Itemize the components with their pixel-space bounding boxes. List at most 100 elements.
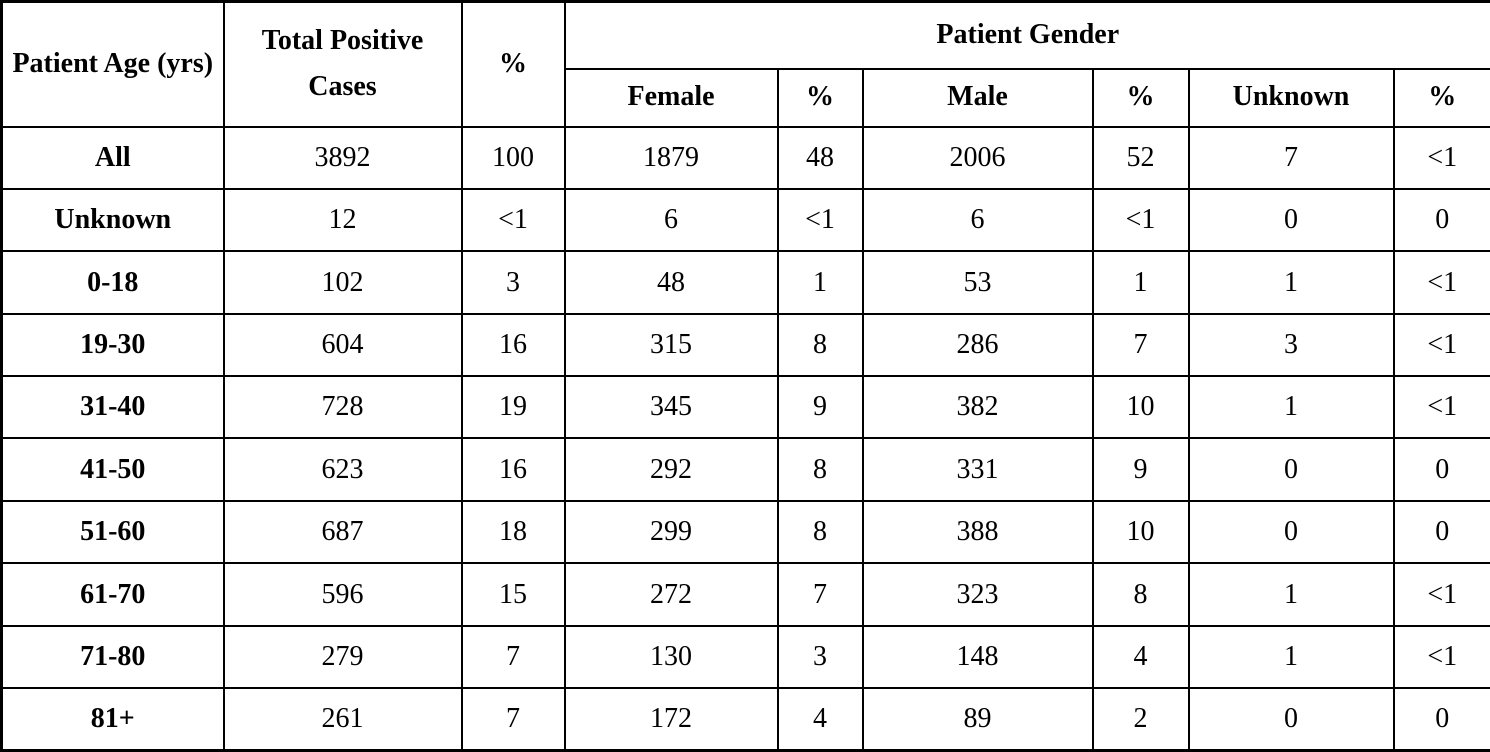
cell-unknown-pct: <1 — [1392, 375, 1490, 440]
cell-total: 728 — [222, 375, 463, 440]
cell-age: Unknown — [0, 187, 225, 253]
table-row-all: All 3892 100 1879 48 2006 52 7 <1 — [0, 125, 1490, 190]
cell-unknown-pct: <1 — [1392, 250, 1490, 315]
cell-male-pct: <1 — [1091, 187, 1190, 253]
cell-male: 53 — [861, 250, 1094, 315]
header-group-row: Patient Age (yrs) Total Positive Cases %… — [0, 0, 1490, 128]
cell-male: 382 — [861, 375, 1094, 440]
cell-total: 261 — [222, 687, 463, 752]
table-body: All 3892 100 1879 48 2006 52 7 <1 Unknow… — [0, 125, 1490, 752]
cell-total-pct: 18 — [460, 499, 566, 565]
cell-unknown-pct: <1 — [1392, 312, 1490, 378]
cell-female-pct: 8 — [776, 312, 864, 378]
table-row-unknown: Unknown 12 <1 6 <1 6 <1 0 0 — [0, 187, 1490, 253]
cell-unknown: 7 — [1187, 125, 1395, 190]
cell-total-pct: 7 — [460, 624, 566, 690]
cell-age: 71-80 — [0, 624, 225, 690]
cell-male-pct: 8 — [1091, 562, 1190, 627]
cell-female-pct: 7 — [776, 562, 864, 627]
cell-unknown: 0 — [1187, 187, 1395, 253]
cell-unknown-pct: <1 — [1392, 624, 1490, 690]
cell-female: 345 — [563, 375, 779, 440]
cell-unknown: 1 — [1187, 375, 1395, 440]
table-row-19-30: 19-30 604 16 315 8 286 7 3 <1 — [0, 312, 1490, 378]
cell-total-pct: 100 — [460, 125, 566, 190]
cell-female: 6 — [563, 187, 779, 253]
cell-unknown: 0 — [1187, 437, 1395, 502]
cell-age: 0-18 — [0, 250, 225, 315]
cell-age: 31-40 — [0, 375, 225, 440]
cell-female-pct: 48 — [776, 125, 864, 190]
cell-male-pct: 10 — [1091, 499, 1190, 565]
cell-male-pct: 7 — [1091, 312, 1190, 378]
cell-male: 286 — [861, 312, 1094, 378]
cell-unknown-pct: 0 — [1392, 687, 1490, 752]
cell-male-pct: 52 — [1091, 125, 1190, 190]
cell-unknown-pct: 0 — [1392, 499, 1490, 565]
table-header: Patient Age (yrs) Total Positive Cases %… — [0, 0, 1490, 128]
cell-total: 623 — [222, 437, 463, 502]
cell-female-pct: <1 — [776, 187, 864, 253]
header-female: Female — [563, 67, 779, 128]
cell-age: 41-50 — [0, 437, 225, 502]
cell-unknown: 3 — [1187, 312, 1395, 378]
header-male-percent: % — [1091, 67, 1190, 128]
cell-female-pct: 1 — [776, 250, 864, 315]
cell-age: 51-60 — [0, 499, 225, 565]
header-male: Male — [861, 67, 1094, 128]
cell-male: 331 — [861, 437, 1094, 502]
cell-female-pct: 8 — [776, 499, 864, 565]
header-unknown: Unknown — [1187, 67, 1395, 128]
cell-age: 19-30 — [0, 312, 225, 378]
cell-total-pct: 19 — [460, 375, 566, 440]
cell-unknown-pct: 0 — [1392, 187, 1490, 253]
cell-total: 3892 — [222, 125, 463, 190]
cell-male: 89 — [861, 687, 1094, 752]
cell-male-pct: 2 — [1091, 687, 1190, 752]
cell-male: 6 — [861, 187, 1094, 253]
cell-female: 172 — [563, 687, 779, 752]
cell-unknown: 0 — [1187, 687, 1395, 752]
cell-unknown: 1 — [1187, 562, 1395, 627]
cell-female-pct: 8 — [776, 437, 864, 502]
cell-unknown-pct: 0 — [1392, 437, 1490, 502]
table-row-61-70: 61-70 596 15 272 7 323 8 1 <1 — [0, 562, 1490, 627]
header-unknown-percent: % — [1392, 67, 1490, 128]
cell-total: 596 — [222, 562, 463, 627]
cell-total-pct: 15 — [460, 562, 566, 627]
table-row-51-60: 51-60 687 18 299 8 388 10 0 0 — [0, 499, 1490, 565]
table-row-41-50: 41-50 623 16 292 8 331 9 0 0 — [0, 437, 1490, 502]
cell-male: 2006 — [861, 125, 1094, 190]
table-row-31-40: 31-40 728 19 345 9 382 10 1 <1 — [0, 375, 1490, 440]
header-female-percent: % — [776, 67, 864, 128]
cell-total-pct: 16 — [460, 437, 566, 502]
cell-unknown: 1 — [1187, 624, 1395, 690]
cell-male-pct: 9 — [1091, 437, 1190, 502]
cell-total: 12 — [222, 187, 463, 253]
cell-male: 148 — [861, 624, 1094, 690]
cell-age: 61-70 — [0, 562, 225, 627]
cell-female: 130 — [563, 624, 779, 690]
cell-total-pct: 3 — [460, 250, 566, 315]
cell-female-pct: 4 — [776, 687, 864, 752]
table-row-71-80: 71-80 279 7 130 3 148 4 1 <1 — [0, 624, 1490, 690]
cell-total-pct: 7 — [460, 687, 566, 752]
cell-total: 279 — [222, 624, 463, 690]
cell-female: 299 — [563, 499, 779, 565]
cell-unknown: 0 — [1187, 499, 1395, 565]
cell-unknown: 1 — [1187, 250, 1395, 315]
cell-age: All — [0, 125, 225, 190]
header-patient-age: Patient Age (yrs) — [0, 0, 225, 128]
cell-total: 102 — [222, 250, 463, 315]
cell-age: 81+ — [0, 687, 225, 752]
cell-female-pct: 3 — [776, 624, 864, 690]
cell-total-pct: <1 — [460, 187, 566, 253]
cell-male-pct: 4 — [1091, 624, 1190, 690]
cell-male-pct: 10 — [1091, 375, 1190, 440]
cell-female: 48 — [563, 250, 779, 315]
cell-male-pct: 1 — [1091, 250, 1190, 315]
cell-total-pct: 16 — [460, 312, 566, 378]
header-total-positive-cases: Total Positive Cases — [222, 0, 463, 128]
